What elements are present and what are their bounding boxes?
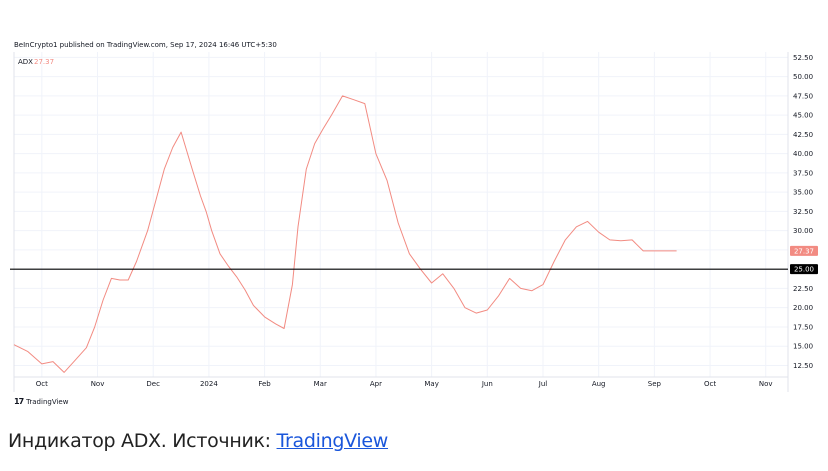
tradingview-logo[interactable]: 17 TradingView: [14, 397, 68, 406]
figure-caption: Индикатор ADX. Источник: TradingView: [8, 430, 388, 452]
time-tick-label: Nov: [91, 380, 105, 388]
time-tick-label: Dec: [146, 380, 160, 388]
tradingview-logo-mark: 17: [14, 397, 24, 406]
adx-chart[interactable]: 52.50 50.00 47.50 45.00 42.50 40.00 37.50 35.00…: [10, 52, 822, 392]
threshold-label: 25.00: [794, 266, 814, 274]
time-tick-label: Oct: [704, 380, 716, 388]
time-axis[interactable]: Oct Nov Dec 2024 Feb Mar Apr May Jun Jul Aug Sep Oct…: [36, 380, 773, 388]
price-tick-label: 42.50: [793, 131, 813, 139]
adx-series: 27.37: [13, 95, 818, 373]
time-tick-label: May: [424, 380, 438, 388]
indicator-value: 27.37: [34, 58, 54, 66]
last-value-badge: [790, 245, 818, 256]
time-tick-label: Apr: [370, 380, 382, 388]
threshold-badge: [790, 264, 818, 275]
time-tick-label: Aug: [592, 380, 606, 388]
caption-source-link[interactable]: TradingView: [276, 430, 389, 452]
price-tick-label: 52.50: [793, 54, 813, 62]
price-tick-label: 50.00: [793, 73, 813, 81]
indicator-legend[interactable]: ADX 27.37: [18, 58, 54, 66]
time-tick-label: Sep: [648, 380, 662, 388]
price-tick-label: 20.00: [793, 304, 813, 312]
chart-attribution: BeInCrypto1 published on TradingView.com…: [14, 41, 277, 49]
price-tick-label: 17.50: [793, 323, 813, 331]
price-tick-label: 30.00: [793, 227, 813, 235]
caption-text: Индикатор ADX. Источник:: [8, 430, 277, 452]
time-tick-label: Mar: [314, 380, 327, 388]
price-tick-label: 45.00: [793, 112, 813, 120]
time-tick-label: Oct: [36, 380, 48, 388]
price-tick-label: 40.00: [793, 150, 813, 158]
price-tick-label: 35.00: [793, 189, 813, 197]
time-tick-label: Jul: [538, 380, 548, 388]
price-tick-label: 37.50: [793, 169, 813, 177]
adx-line: [13, 95, 677, 373]
price-tick-label: 22.50: [793, 285, 813, 293]
last-value-label: 27.37: [794, 247, 814, 255]
time-tick-label: Jun: [481, 380, 493, 388]
price-tick-label: 47.50: [793, 92, 813, 100]
threshold-line-group: 25.00: [10, 264, 818, 275]
time-tick-label: Nov: [759, 380, 773, 388]
time-tick-label: Feb: [258, 380, 271, 388]
tradingview-logo-text: TradingView: [26, 397, 69, 406]
price-tick-label: 15.00: [793, 343, 813, 351]
time-tick-label: 2024: [200, 380, 218, 388]
price-tick-label: 12.50: [793, 362, 813, 370]
indicator-name: ADX: [18, 58, 33, 66]
chart-background: [10, 52, 822, 392]
price-tick-label: 32.50: [793, 208, 813, 216]
